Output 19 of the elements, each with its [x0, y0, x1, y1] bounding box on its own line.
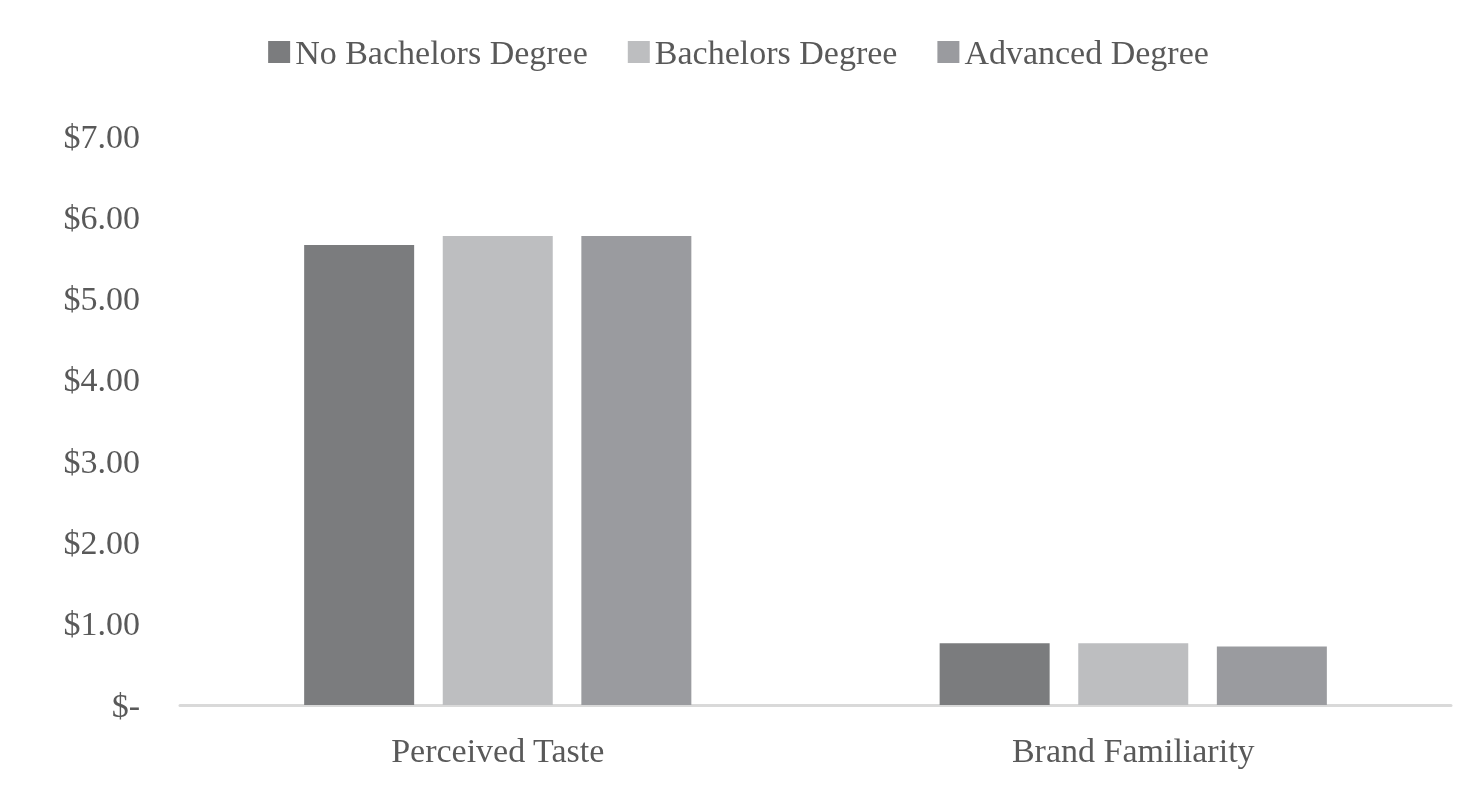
y-tick-label: $-	[111, 686, 140, 724]
y-tick-label: $6.00	[63, 198, 140, 236]
bar	[1078, 643, 1189, 705]
x-tick-label: Perceived Taste	[391, 731, 605, 769]
bar	[939, 643, 1050, 705]
legend-label: Advanced Degree	[964, 33, 1209, 71]
bar	[442, 235, 553, 705]
y-tick-label: $2.00	[63, 523, 140, 561]
bar	[1216, 646, 1327, 705]
y-tick-label: $5.00	[63, 280, 140, 318]
y-tick-label: $1.00	[63, 605, 140, 643]
bar	[304, 244, 415, 705]
legend-label: Bachelors Degree	[654, 33, 898, 71]
bar	[581, 235, 692, 705]
y-tick-label: $4.00	[63, 361, 140, 399]
legend-label: No Bachelors Degree	[295, 33, 588, 71]
y-tick-label: $3.00	[63, 442, 140, 480]
x-tick-label: Brand Familiarity	[1011, 731, 1255, 769]
y-tick-label: $7.00	[63, 117, 140, 155]
